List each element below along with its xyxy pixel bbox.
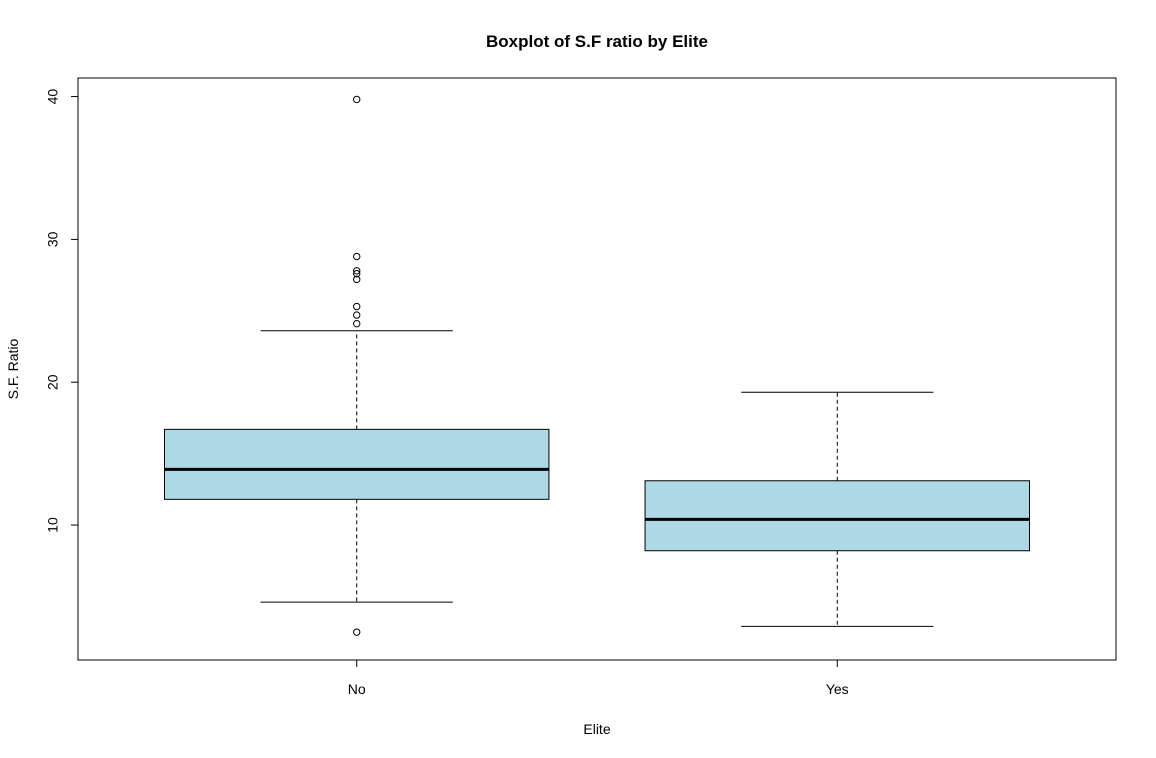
box-group-yes bbox=[644, 391, 1030, 627]
outlier-point-no bbox=[353, 252, 361, 261]
y-axis: 10 20 30 40 bbox=[45, 89, 79, 533]
boxes-layer bbox=[164, 95, 1030, 636]
box-no bbox=[164, 428, 550, 500]
x-axis-label: Elite bbox=[583, 721, 610, 737]
box-yes bbox=[644, 480, 1030, 552]
outlier-point-no bbox=[353, 95, 361, 104]
x-axis: No Yes bbox=[348, 659, 849, 697]
outlier-point-no bbox=[353, 302, 361, 311]
y-tick-label-20: 20 bbox=[45, 374, 61, 390]
box-group-no bbox=[164, 95, 550, 636]
outlier-point-no bbox=[353, 269, 361, 278]
y-tick-label-10: 10 bbox=[45, 517, 61, 533]
outlier-point-no bbox=[353, 319, 361, 328]
outlier-point-no bbox=[353, 275, 361, 284]
outlier-point-no bbox=[353, 311, 361, 319]
chart-title: Boxplot of S.F ratio by Elite bbox=[486, 32, 708, 51]
x-tick-label-yes: Yes bbox=[826, 681, 849, 697]
outlier-point-no bbox=[353, 628, 361, 636]
outlier-point-no bbox=[353, 267, 361, 275]
y-axis-label: S.F. Ratio bbox=[5, 338, 21, 399]
plot-frame bbox=[77, 77, 1117, 661]
y-tick-label-30: 30 bbox=[45, 231, 61, 247]
y-tick-label-40: 40 bbox=[45, 89, 61, 105]
x-tick-label-no: No bbox=[348, 681, 366, 697]
